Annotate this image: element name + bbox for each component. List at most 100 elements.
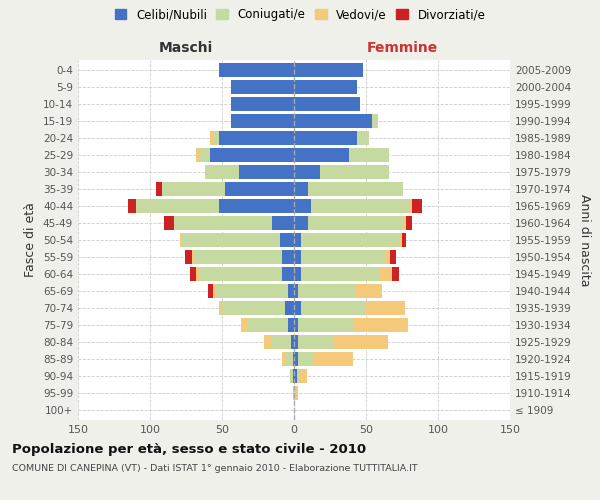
Bar [372,114,377,128]
Bar [216,284,288,298]
Bar [294,335,298,349]
Bar [199,148,211,162]
Bar [128,199,136,213]
Bar [230,97,294,111]
Bar [294,97,360,111]
Bar [294,216,308,230]
Bar [301,267,380,281]
Bar [301,250,385,264]
Text: Popolazione per età, sesso e stato civile - 2010: Popolazione per età, sesso e stato civil… [12,442,366,456]
Bar [356,284,382,298]
Bar [294,165,320,179]
Bar [222,301,286,315]
Bar [320,165,389,179]
Bar [230,114,294,128]
Bar [293,369,294,383]
Bar [272,216,294,230]
Bar [298,335,333,349]
Bar [196,267,199,281]
Bar [190,267,196,281]
Y-axis label: Fasce di età: Fasce di età [25,202,37,278]
Bar [308,216,403,230]
Bar [182,233,280,247]
Bar [294,131,358,145]
Bar [199,267,283,281]
Bar [294,80,358,94]
Bar [294,352,298,366]
Bar [291,335,294,349]
Bar [214,284,216,298]
Bar [248,318,288,332]
Bar [294,114,372,128]
Bar [298,284,356,298]
Bar [156,182,161,196]
Bar [208,284,214,298]
Bar [294,148,349,162]
Bar [196,148,199,162]
Bar [225,182,294,196]
Bar [283,267,294,281]
Bar [205,165,239,179]
Bar [219,63,294,77]
Bar [219,131,294,145]
Bar [380,267,392,281]
Y-axis label: Anni di nascita: Anni di nascita [578,194,591,286]
Bar [409,199,412,213]
Text: Femmine: Femmine [367,41,437,55]
Bar [353,318,408,332]
Legend: Celibi/Nubili, Coniugati/e, Vedovi/e, Divorziati/e: Celibi/Nubili, Coniugati/e, Vedovi/e, Di… [115,8,485,22]
Bar [294,301,301,315]
Bar [293,352,294,366]
Bar [294,63,363,77]
Bar [391,250,396,264]
Bar [358,131,369,145]
Bar [311,199,409,213]
Bar [294,233,301,247]
Bar [180,233,182,247]
Bar [211,131,214,145]
Bar [283,250,294,264]
Bar [175,216,272,230]
Bar [349,148,389,162]
Bar [301,301,365,315]
Bar [295,386,298,400]
Bar [294,199,311,213]
Bar [297,369,300,383]
Text: COMUNE DI CANEPINA (VT) - Dati ISTAT 1° gennaio 2010 - Elaborazione TUTTITALIA.I: COMUNE DI CANEPINA (VT) - Dati ISTAT 1° … [12,464,418,473]
Bar [293,386,294,400]
Bar [280,233,294,247]
Bar [294,250,301,264]
Bar [298,352,313,366]
Bar [294,284,298,298]
Bar [294,318,298,332]
Bar [290,369,293,383]
Bar [264,335,271,349]
Bar [300,369,307,383]
Bar [392,267,399,281]
Bar [164,216,175,230]
Bar [161,182,225,196]
Bar [219,199,294,213]
Bar [402,233,406,247]
Bar [286,352,293,366]
Bar [192,250,193,264]
Bar [313,352,353,366]
Bar [385,250,391,264]
Bar [239,165,294,179]
Bar [271,335,291,349]
Bar [365,301,405,315]
Bar [283,352,286,366]
Bar [294,267,301,281]
Bar [214,131,219,145]
Bar [399,233,402,247]
Bar [219,301,222,315]
Bar [308,182,403,196]
Bar [136,199,219,213]
Bar [286,301,294,315]
Bar [230,80,294,94]
Bar [406,216,412,230]
Bar [412,199,422,213]
Bar [288,318,294,332]
Bar [211,148,294,162]
Bar [294,182,308,196]
